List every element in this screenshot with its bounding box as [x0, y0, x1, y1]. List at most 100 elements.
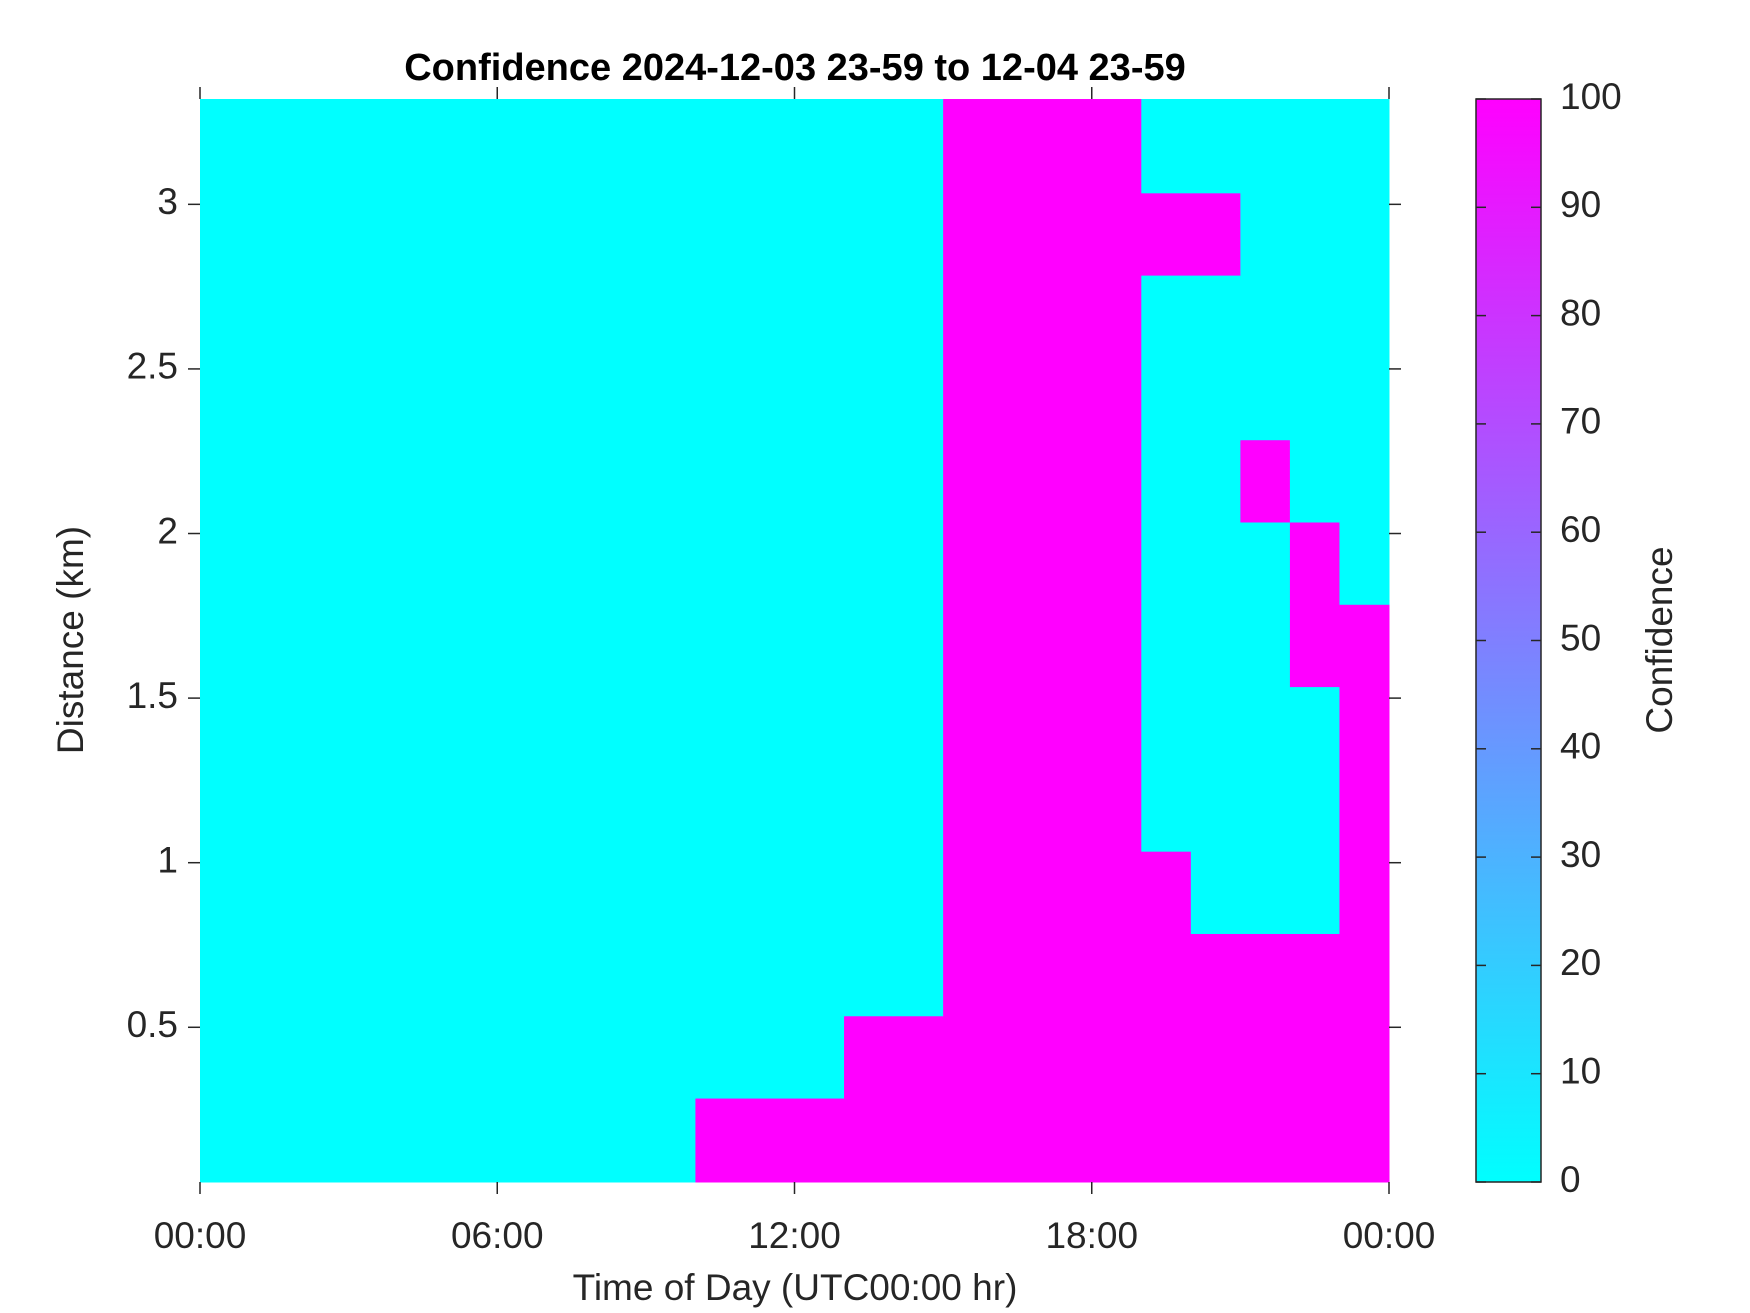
- heatmap-cell: [893, 439, 944, 523]
- heatmap-cell: [1141, 192, 1192, 276]
- heatmap-cell: [200, 275, 251, 358]
- heatmap-cell: [1042, 604, 1093, 688]
- heatmap-cell: [992, 99, 1043, 194]
- heatmap-cell: [844, 933, 895, 1017]
- heatmap-cell: [596, 933, 647, 1017]
- heatmap-cell: [992, 686, 1043, 770]
- heatmap-cell: [249, 275, 300, 358]
- heatmap-cell: [1042, 851, 1093, 934]
- heatmap-cell: [992, 357, 1043, 441]
- heatmap-cell: [943, 851, 994, 934]
- heatmap-cell: [299, 521, 350, 605]
- x-tick-label: 00:00: [1343, 1215, 1436, 1256]
- heatmap-cell: [299, 192, 350, 276]
- heatmap-cell: [1339, 686, 1390, 770]
- heatmap-cell: [497, 192, 548, 276]
- heatmap-cell: [943, 275, 994, 358]
- heatmap-cell: [893, 604, 944, 688]
- heatmap-cell: [992, 192, 1043, 276]
- heatmap-cell: [992, 275, 1043, 358]
- heatmap-cell: [943, 1015, 994, 1099]
- heatmap-cell: [1141, 275, 1192, 358]
- heatmap-cell: [1091, 192, 1142, 276]
- heatmap-cell: [1141, 933, 1192, 1017]
- heatmap-cell: [1091, 686, 1142, 770]
- heatmap-cell: [1240, 99, 1291, 194]
- heatmap-cell: [1042, 933, 1093, 1017]
- heatmap-cell: [1190, 1098, 1241, 1183]
- heatmap-cell: [200, 604, 251, 688]
- heatmap-cell: [695, 99, 746, 194]
- heatmap-cell: [299, 1015, 350, 1099]
- heatmap-cell: [645, 275, 696, 358]
- heatmap-cell: [1091, 99, 1142, 194]
- heatmap-cell: [596, 604, 647, 688]
- heatmap-cell: [744, 192, 795, 276]
- heatmap-cell: [992, 1098, 1043, 1183]
- heatmap-cell: [744, 1015, 795, 1099]
- heatmap-cell: [844, 192, 895, 276]
- heatmap-cell: [249, 439, 300, 523]
- heatmap-cell: [695, 604, 746, 688]
- heatmap-cell: [348, 933, 399, 1017]
- heatmap-cell: [744, 604, 795, 688]
- heatmap-cell: [1091, 1015, 1142, 1099]
- heatmap-cell: [249, 1015, 300, 1099]
- heatmap-cell: [744, 1098, 795, 1183]
- heatmap-cell: [497, 768, 548, 852]
- heatmap-cell: [695, 1098, 746, 1183]
- heatmap-cell: [447, 604, 498, 688]
- heatmap-cell: [695, 192, 746, 276]
- heatmap-cell: [943, 192, 994, 276]
- heatmap-cell: [1240, 686, 1291, 770]
- colorbar-tick-label: 80: [1560, 292, 1601, 333]
- heatmap-cell: [1042, 768, 1093, 852]
- heatmap-cell: [695, 1015, 746, 1099]
- heatmap-cell: [992, 768, 1043, 852]
- heatmap-cell: [249, 604, 300, 688]
- heatmap-cell: [596, 1015, 647, 1099]
- heatmap-cell: [992, 1015, 1043, 1099]
- axes: 00:00 06:00 12:00 18:00 00:00 0.5 1 1.5 2 2.5 3: [127, 87, 1436, 1256]
- heatmap-cell: [744, 521, 795, 605]
- heatmap-cell: [299, 768, 350, 852]
- colorbar-label: Confidence: [1639, 546, 1680, 733]
- heatmap-cell: [645, 933, 696, 1017]
- heatmap-cell: [794, 192, 845, 276]
- heatmap-cell: [943, 357, 994, 441]
- heatmap-cell: [497, 604, 548, 688]
- heatmap-cell: [596, 768, 647, 852]
- heatmap-cell: [794, 275, 845, 358]
- heatmap-cell: [249, 99, 300, 194]
- heatmap-cell: [398, 357, 449, 441]
- heatmap-cell: [1091, 439, 1142, 523]
- heatmap-cell: [1091, 1098, 1142, 1183]
- heatmap-cell: [546, 521, 597, 605]
- heatmap-cell: [497, 521, 548, 605]
- heatmap-cell: [1190, 99, 1241, 194]
- heatmap-cell: [348, 521, 399, 605]
- heatmap-cell: [893, 192, 944, 276]
- heatmap-cell: [645, 1015, 696, 1099]
- heatmap-cell: [348, 851, 399, 934]
- heatmap-cell: [1141, 521, 1192, 605]
- heatmap-cell: [1141, 1098, 1192, 1183]
- colorbar-tick-label: 20: [1560, 942, 1601, 983]
- heatmap-cell: [794, 99, 845, 194]
- heatmap-cell: [794, 604, 845, 688]
- heatmap-cell: [546, 439, 597, 523]
- heatmap-cell: [844, 275, 895, 358]
- heatmap-cell: [893, 768, 944, 852]
- heatmap-cell: [596, 439, 647, 523]
- colorbar-fill: [1475, 98, 1542, 1183]
- heatmap-cell: [447, 99, 498, 194]
- heatmap-cell: [1240, 357, 1291, 441]
- heatmap-cell: [497, 1098, 548, 1183]
- heatmap-cell: [546, 1098, 597, 1183]
- heatmap-cell: [1091, 851, 1142, 934]
- heatmap-cell: [200, 99, 251, 194]
- heatmap-cell: [1289, 521, 1340, 605]
- heatmap-cell: [844, 686, 895, 770]
- heatmap-cell: [744, 99, 795, 194]
